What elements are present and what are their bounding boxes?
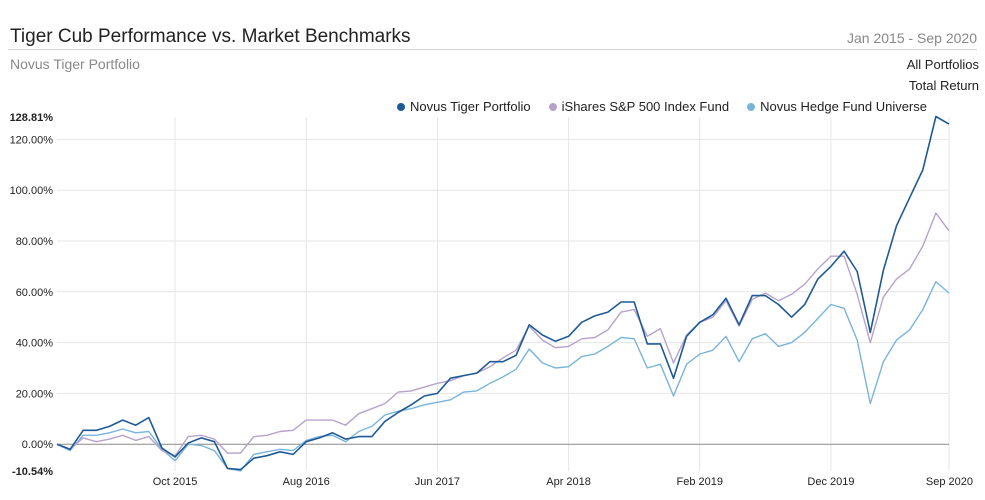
metric-label: Total Return: [908, 78, 979, 93]
chart-title: Tiger Cub Performance vs. Market Benchma…: [10, 26, 411, 47]
legend-dot-tiger: [396, 102, 405, 111]
legend-item-tiger[interactable]: Novus Tiger Portfolio: [396, 99, 531, 114]
legend-dot-hedge: [747, 102, 756, 111]
x-tick-label-2: Jun 2017: [415, 476, 460, 488]
y-tick-label-4: 80.00%: [16, 236, 54, 248]
header-divider: [8, 49, 977, 50]
y-max-label: 128.81%: [10, 112, 54, 124]
chart-subtitle: Novus Tiger Portfolio: [10, 56, 140, 72]
portfolio-scope: All Portfolios: [906, 57, 979, 72]
legend-label-hedge: Novus Hedge Fund Universe: [760, 99, 927, 114]
legend-label-sp500: iShares S&P 500 Index Fund: [561, 99, 730, 114]
series-line-tiger: [56, 115, 950, 471]
series-line-hedge: [56, 280, 950, 472]
x-tick-label-3: Apr 2018: [546, 476, 591, 488]
y-tick-label-5: 100.00%: [10, 185, 54, 197]
x-tick-label-4: Feb 2019: [677, 476, 723, 488]
x-tick-label-1: Aug 2016: [283, 476, 330, 488]
y-tick-label-2: 40.00%: [16, 338, 54, 350]
y-tick-label-6: 120.00%: [10, 134, 54, 146]
y-tick-label-0: 0.00%: [22, 439, 53, 451]
legend-label-tiger: Novus Tiger Portfolio: [409, 99, 531, 114]
x-tick-label-0: Oct 2015: [153, 476, 198, 488]
legend-item-sp500[interactable]: iShares S&P 500 Index Fund: [548, 99, 730, 114]
x-tick-label-6: Sep 2020: [926, 476, 973, 488]
series-line-sp500: [56, 212, 950, 457]
legend-item-hedge[interactable]: Novus Hedge Fund Universe: [747, 99, 927, 114]
date-range: Jan 2015 - Sep 2020: [847, 30, 977, 46]
legend-dot-sp500: [548, 102, 557, 111]
y-min-label: -10.54%: [12, 466, 53, 478]
x-tick-label-5: Dec 2019: [807, 476, 854, 488]
chart-legend: Novus Tiger Portfolio iShares S&P 500 In…: [396, 99, 927, 114]
y-tick-label-1: 20.00%: [16, 388, 54, 400]
y-tick-label-3: 60.00%: [16, 287, 54, 299]
